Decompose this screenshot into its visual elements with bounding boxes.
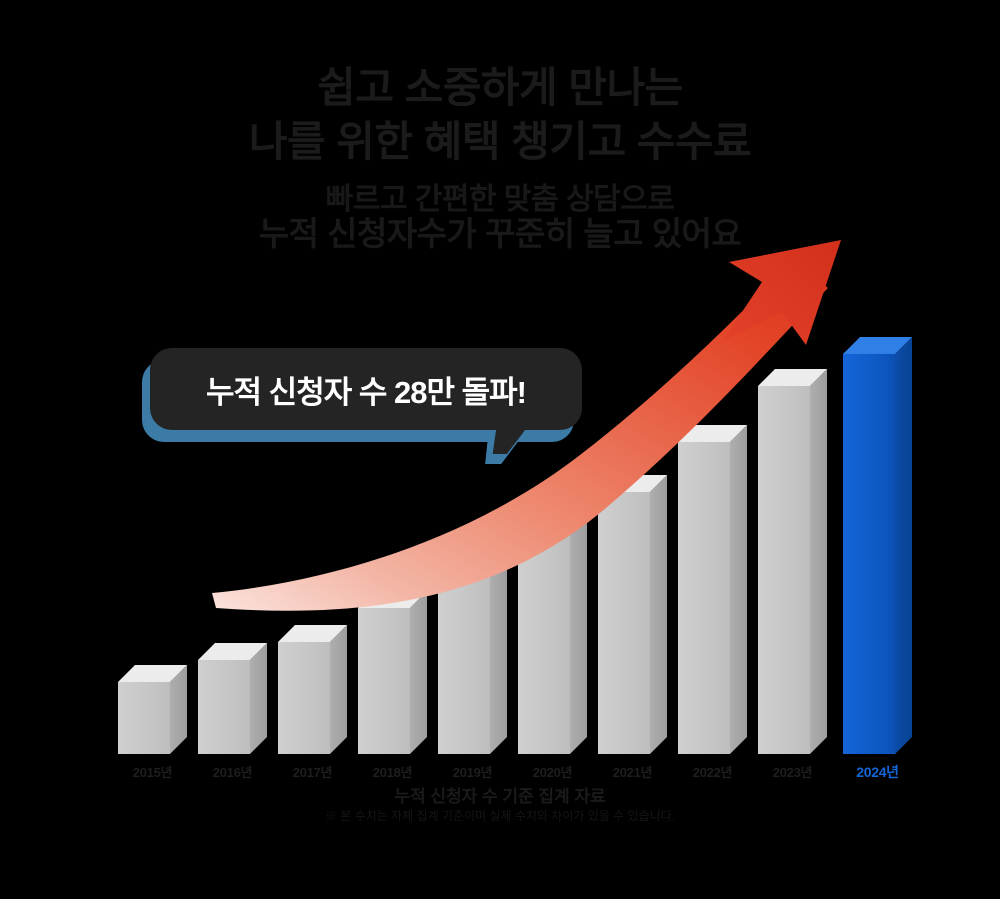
bar-label-2021년: 2021년 xyxy=(612,765,653,780)
bar-label-2023년: 2023년 xyxy=(772,765,813,780)
bar-2021년 xyxy=(598,475,667,754)
headline-block: 쉽고 소중하게 만나는 나를 위한 혜택 챙기고 수수료 빠르고 간편한 맞춤 … xyxy=(0,62,1000,254)
title-line-1: 쉽고 소중하게 만나는 xyxy=(317,64,683,111)
bar-side xyxy=(410,591,427,754)
bar-top xyxy=(118,665,187,682)
bar-side xyxy=(730,425,747,754)
footnote-block: 누적 신청자 수 기준 집계 자료 ※ 본 수치는 자체 집계 기준이며 실제 … xyxy=(0,786,1000,824)
bar-label-2022년: 2022년 xyxy=(692,765,733,780)
subtitle-line-1: 빠르고 간편한 맞춤 상담으로 xyxy=(325,183,675,216)
bar-label-2020년: 2020년 xyxy=(532,765,573,780)
bar-2023년 xyxy=(758,369,827,754)
callout-bubble-body: 누적 신청자 수 28만 돌파! xyxy=(150,348,582,430)
bar-face xyxy=(438,576,490,754)
bar-top xyxy=(278,625,347,642)
bar-2017년 xyxy=(278,625,347,754)
footnote-line-2: ※ 본 수치는 자체 집계 기준이며 실제 수치와 차이가 있을 수 있습니다. xyxy=(324,809,676,823)
bar-2020년 xyxy=(518,513,587,754)
bar-face xyxy=(518,530,570,754)
bar-top xyxy=(198,643,267,660)
bar-2019년 xyxy=(438,559,507,754)
bar-face xyxy=(843,354,895,754)
bar-side xyxy=(570,513,587,754)
bar-side xyxy=(650,475,667,754)
bar-side xyxy=(250,643,267,754)
bar-label-2015년: 2015년 xyxy=(132,765,173,780)
bar-side xyxy=(810,369,827,754)
bar-2022년 xyxy=(678,425,747,754)
bar-side xyxy=(895,337,912,754)
bar-side xyxy=(330,625,347,754)
bar-label-2018년: 2018년 xyxy=(372,765,413,780)
bar-face xyxy=(358,608,410,754)
footnote-line-1: 누적 신청자 수 기준 집계 자료 xyxy=(394,787,606,806)
bar-side xyxy=(170,665,187,754)
callout-bubble: 누적 신청자 수 28만 돌파! xyxy=(142,348,582,464)
bar-face xyxy=(758,386,810,754)
bar-2018년 xyxy=(358,591,427,754)
bar-2016년 xyxy=(198,643,267,754)
bar-label-2019년: 2019년 xyxy=(452,765,493,780)
bar-face xyxy=(678,442,730,754)
callout-text: 누적 신청자 수 28만 돌파! xyxy=(206,374,527,410)
bar-label-2016년: 2016년 xyxy=(212,765,253,780)
bar-2015년 xyxy=(118,665,187,754)
bar-face xyxy=(278,642,330,754)
bar-label-2024년: 2024년 xyxy=(856,764,899,780)
bar-side xyxy=(490,559,507,754)
bar-label-2017년: 2017년 xyxy=(292,765,333,780)
subtitle-line-2: 누적 신청자수가 꾸준히 늘고 있어요 xyxy=(258,215,742,252)
bar-face xyxy=(598,492,650,754)
title-line-2: 나를 위한 혜택 챙기고 수수료 xyxy=(248,118,752,165)
bar-face xyxy=(118,682,170,754)
bar-2024년 xyxy=(843,337,912,754)
bar-face xyxy=(198,660,250,754)
bar-top xyxy=(843,337,912,354)
